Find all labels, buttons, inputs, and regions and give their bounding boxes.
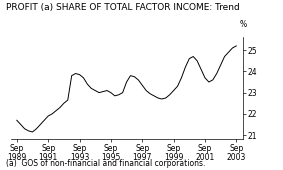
- Text: PROFIT (a) SHARE OF TOTAL FACTOR INCOME: Trend: PROFIT (a) SHARE OF TOTAL FACTOR INCOME:…: [6, 3, 239, 12]
- Text: (a)  GOS of non-financial and financial corporations.: (a) GOS of non-financial and financial c…: [6, 159, 205, 168]
- Text: %: %: [240, 20, 247, 29]
